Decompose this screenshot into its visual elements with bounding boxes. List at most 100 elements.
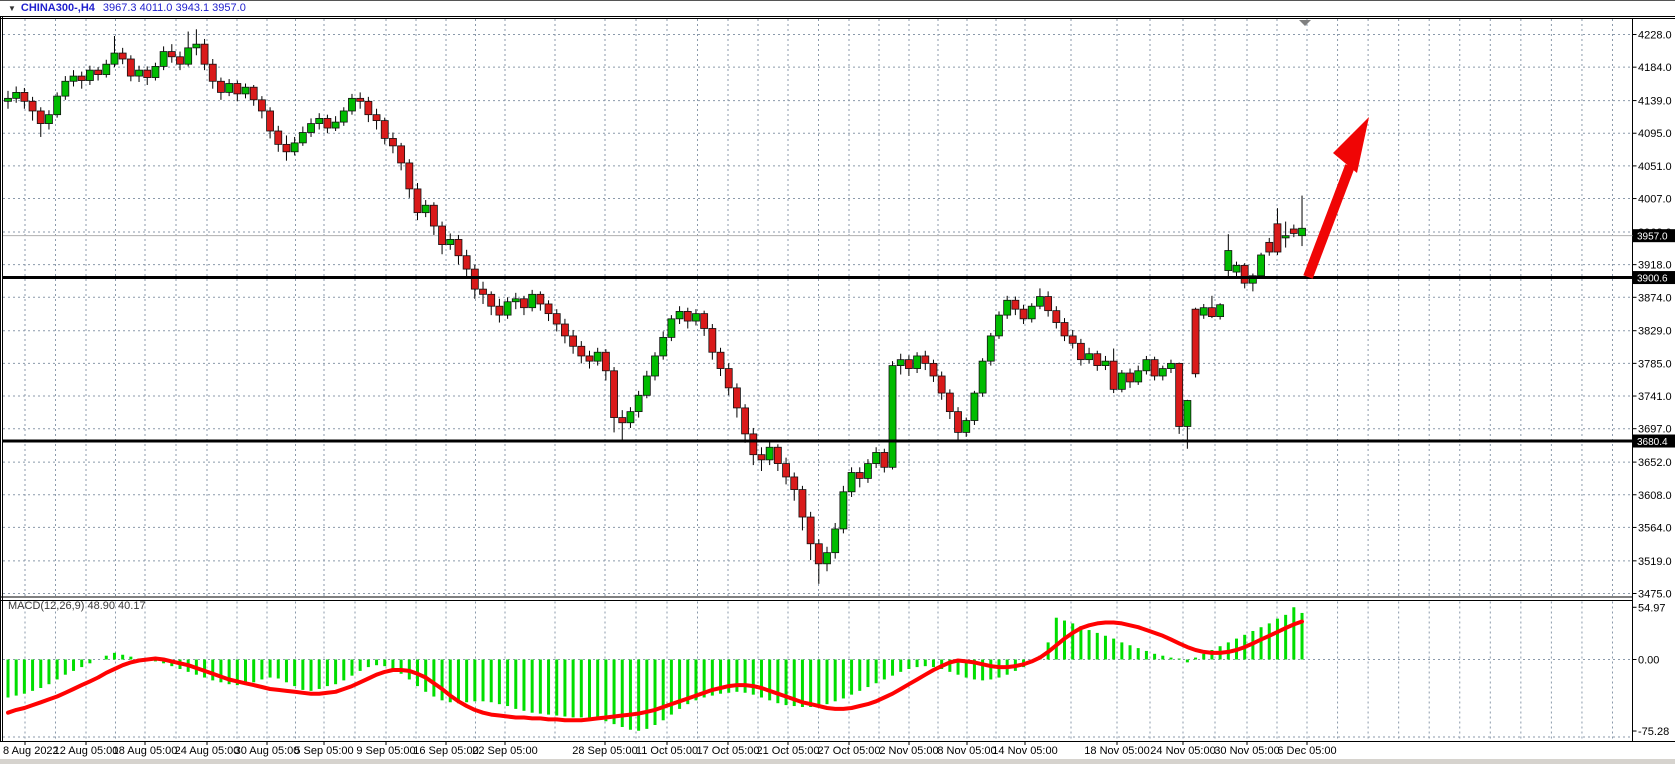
bear-candle — [1265, 241, 1274, 253]
resistance-line-tag — [1633, 271, 1675, 285]
bull-candle — [503, 301, 512, 316]
bear-candle — [954, 411, 962, 433]
bull-candle — [45, 114, 53, 124]
bull-candle — [978, 360, 987, 394]
bear-candle — [323, 117, 332, 129]
time-axis-label: 16 Sep 05:00 — [413, 745, 478, 757]
bear-candle — [372, 114, 381, 122]
bull-candle — [1183, 400, 1192, 427]
ohlc-expander-icon[interactable]: ▼ — [8, 4, 16, 13]
time-axis-label: 27 Oct 05:00 — [818, 745, 881, 757]
bear-candle — [798, 489, 807, 518]
bull-candle — [1232, 264, 1241, 273]
current-price-tag — [1633, 229, 1675, 243]
bear-candle — [905, 359, 913, 369]
bull-candle — [1199, 307, 1208, 316]
bear-candle — [364, 100, 373, 116]
macd-signal-line — [6, 619, 1304, 723]
bull-candle — [69, 75, 78, 82]
bear-candle — [1093, 353, 1102, 366]
bull-candle — [1281, 235, 1290, 239]
bear-candle — [544, 303, 553, 315]
bear-candle — [249, 86, 258, 101]
time-axis-label: 2 Nov 05:00 — [879, 745, 938, 757]
bull-candle — [626, 411, 635, 424]
bull-candle — [446, 238, 455, 245]
bull-candle — [1257, 254, 1265, 277]
bull-candle — [151, 66, 160, 78]
bear-candle — [200, 43, 209, 65]
bear-candle — [700, 313, 709, 329]
bull-candle — [331, 121, 340, 129]
bear-candle — [520, 298, 528, 309]
time-axis-label: 6 Dec 05:00 — [1277, 745, 1336, 757]
bear-candle — [1052, 310, 1061, 323]
bull-candle — [1298, 227, 1306, 237]
bear-candle — [1011, 299, 1020, 310]
bull-candle — [421, 204, 430, 214]
trend-arrow-head — [1333, 117, 1369, 173]
bear-candle — [20, 92, 29, 102]
bear-candle — [1175, 362, 1184, 427]
bear-candle — [470, 268, 479, 290]
bear-candle — [282, 143, 291, 153]
bar-shift-marker-icon — [1299, 20, 1311, 26]
bear-candle — [806, 516, 815, 545]
price-axis-label: 3829.0 — [1638, 326, 1672, 338]
bull-candle — [1167, 362, 1175, 369]
bull-candle — [135, 69, 143, 77]
bear-candle — [1126, 372, 1134, 383]
symbol-period-label: CHINA300-,H4 — [20, 2, 95, 14]
price-axis-label: 3741.0 — [1638, 391, 1672, 403]
bear-candle — [217, 80, 225, 93]
chart-frame — [0, 16, 1675, 742]
bear-candle — [921, 355, 930, 364]
time-axis-label: 30 Nov 05:00 — [1214, 745, 1279, 757]
window-bottom-strip — [0, 759, 1675, 764]
bear-candle — [462, 255, 471, 270]
bull-candle — [1036, 296, 1044, 307]
bear-candle — [405, 162, 414, 190]
bull-candle — [225, 83, 234, 93]
price-axis-label: 4184.0 — [1638, 62, 1672, 74]
price-axis[interactable]: 4228.04184.04139.04095.04051.04007.03962… — [1632, 30, 1672, 739]
bear-candle — [356, 97, 365, 102]
time-axis-label: 30 Aug 05:00 — [235, 745, 300, 757]
bear-candle — [814, 543, 823, 565]
bear-candle — [1289, 228, 1298, 234]
bear-candle — [28, 100, 37, 112]
macd-axis-label: -75.28 — [1638, 726, 1669, 738]
bear-candle — [610, 370, 618, 418]
bear-candle — [94, 69, 102, 75]
time-axis-label: 18 Nov 05:00 — [1084, 745, 1149, 757]
bull-candle — [102, 63, 111, 75]
bear-candle — [749, 433, 758, 456]
bear-candle — [683, 311, 692, 322]
bull-candle — [339, 110, 348, 123]
bull-candle — [1134, 370, 1143, 383]
price-axis-label: 3697.0 — [1638, 424, 1672, 436]
time-axis-label: 21 Oct 05:00 — [757, 745, 820, 757]
bear-candle — [266, 110, 274, 132]
bear-candle — [167, 51, 176, 58]
bull-candle — [896, 359, 905, 366]
bull-candle — [4, 97, 12, 102]
resistance-line-tag-label: 3900.6 — [1637, 274, 1668, 285]
bear-candle — [1060, 322, 1069, 337]
bear-candle — [389, 138, 397, 147]
trend-arrow[interactable] — [1303, 117, 1369, 279]
bull-candle — [61, 80, 70, 97]
bull-candle — [634, 394, 643, 413]
bear-candle — [1240, 264, 1249, 284]
bull-candle — [1248, 275, 1257, 284]
bear-candle — [274, 130, 283, 145]
bear-candle — [118, 52, 127, 60]
bull-candle — [651, 355, 659, 377]
macd-axis-label: 0.00 — [1638, 655, 1659, 667]
ohlc-values: 3967.3 4011.0 3943.1 3957.0 — [102, 2, 246, 14]
bear-candle — [618, 417, 627, 424]
bear-candle — [143, 69, 152, 78]
bear-candle — [708, 328, 717, 353]
